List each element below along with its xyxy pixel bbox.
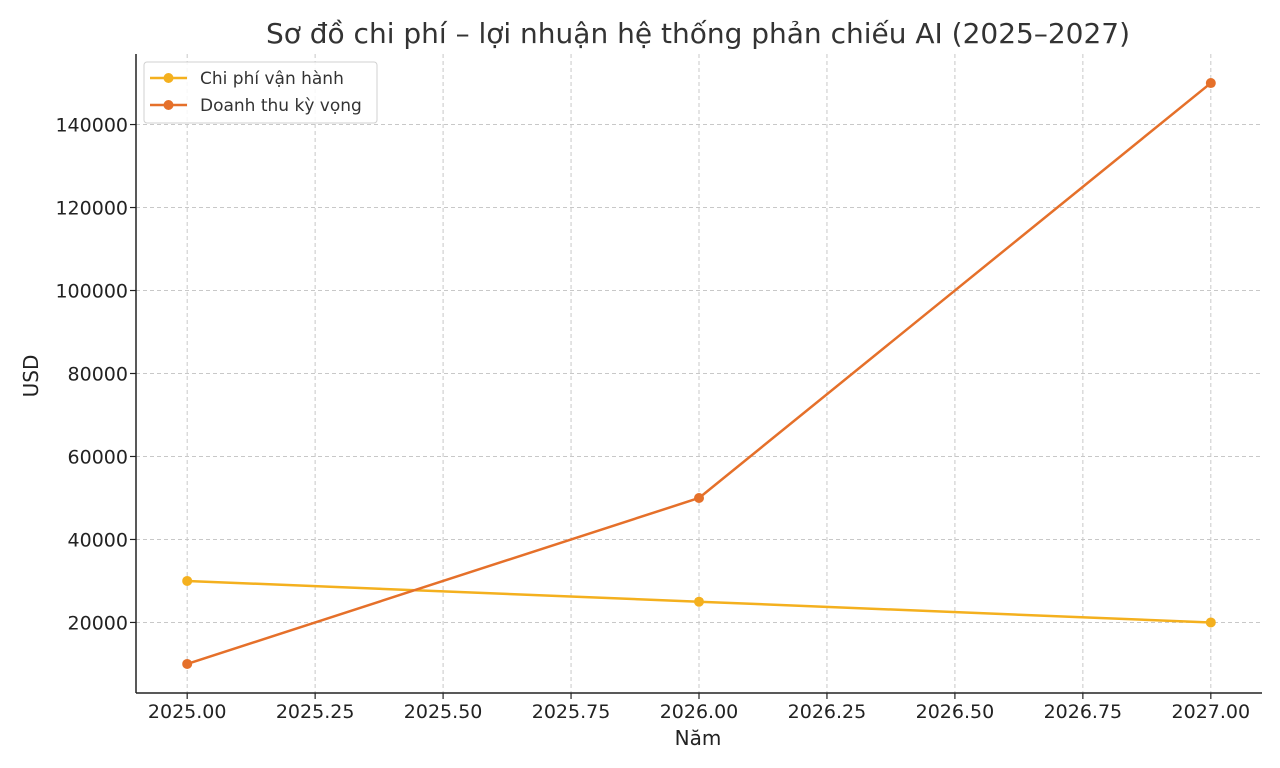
y-tick-label: 20000 (68, 612, 128, 634)
x-tick-label: 2025.75 (532, 701, 611, 723)
data-point-1-1 (694, 492, 704, 503)
x-tick-label: 2025.50 (404, 701, 483, 723)
legend-marker-chi-phi (163, 73, 174, 83)
x-ticks: 2025.00 2025.25 2025.50 2025.75 2026.00 2026.… (148, 693, 1250, 723)
series (182, 78, 1216, 669)
x-tick-label: 2026.00 (660, 701, 739, 723)
legend-label-doanh-thu: Doanh thu kỳ vọng (200, 96, 362, 116)
y-ticks: 20000 40000 60000 80000 100000 120000 140000 (55, 115, 136, 634)
y-tick-label: 100000 (55, 281, 128, 303)
x-tick-label: 2025.25 (276, 701, 355, 723)
data-point-0-1 (694, 596, 704, 607)
data-point-0-0 (182, 575, 193, 586)
chart-title: Sơ đồ chi phí – lợi nhuận hệ thống phản … (266, 17, 1130, 50)
x-tick-label: 2026.25 (788, 701, 867, 723)
grid (136, 54, 1262, 693)
x-tick-label: 2026.50 (916, 701, 995, 723)
x-tick-label: 2025.00 (148, 701, 227, 723)
legend-box (143, 61, 378, 124)
y-tick-label: 60000 (68, 446, 128, 468)
x-tick-label: 2027.00 (1172, 701, 1251, 723)
y-tick-label: 120000 (55, 198, 128, 220)
y-tick-label: 80000 (68, 364, 128, 386)
legend-marker-doanh-thu (163, 100, 174, 110)
legend: Chi phí vận hành Doanh thu kỳ vọng (143, 61, 378, 124)
y-axis-label: USD (19, 355, 43, 398)
y-tick-label: 140000 (55, 115, 128, 137)
data-point-1-0 (182, 658, 193, 669)
data-point-0-2 (1205, 617, 1216, 628)
legend-label-chi-phi: Chi phí vận hành (200, 69, 344, 89)
x-axis-label: Năm (675, 726, 722, 750)
data-point-1-2 (1205, 78, 1216, 89)
x-tick-label: 2026.75 (1044, 701, 1123, 723)
y-tick-label: 40000 (68, 529, 128, 551)
